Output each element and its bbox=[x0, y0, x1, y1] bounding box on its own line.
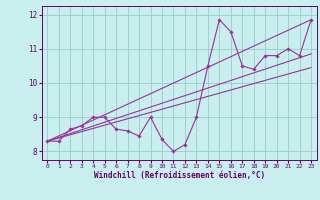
X-axis label: Windchill (Refroidissement éolien,°C): Windchill (Refroidissement éolien,°C) bbox=[94, 171, 265, 180]
